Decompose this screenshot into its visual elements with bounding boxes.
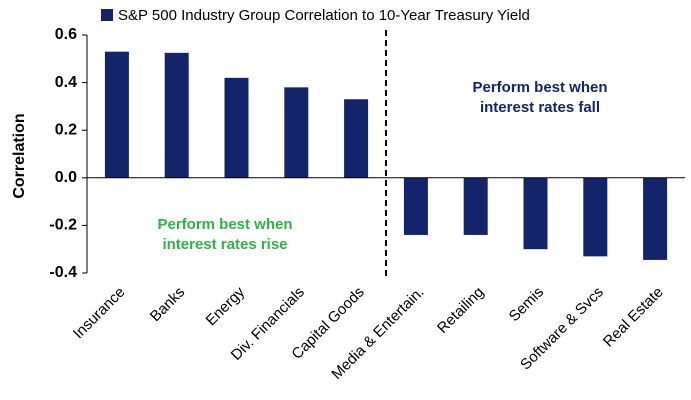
x-tick-label: Energy — [203, 283, 249, 329]
annotation: Perform best when — [472, 79, 607, 96]
bar — [164, 52, 189, 178]
bar — [643, 177, 668, 260]
bar — [344, 99, 369, 178]
bar — [284, 87, 309, 178]
y-tick-label: 0.6 — [55, 26, 77, 43]
annotation: interest rates rise — [162, 236, 287, 253]
bar — [224, 77, 249, 178]
x-tick-label: Real Estate — [600, 284, 667, 351]
y-tick-label: 0.0 — [55, 169, 77, 186]
y-tick-label: -0.4 — [49, 264, 77, 281]
legend-swatch — [101, 9, 113, 21]
x-tick-label: Banks — [147, 284, 189, 326]
bar — [463, 177, 488, 235]
x-tick-label: Retailing — [434, 284, 487, 337]
annotation: Perform best when — [157, 216, 292, 233]
bar — [583, 177, 608, 257]
y-tick-label: 0.4 — [55, 74, 77, 91]
x-tick-label: Semis — [506, 284, 547, 325]
annotation: interest rates fall — [480, 99, 600, 116]
x-tick-label: Insurance — [70, 284, 129, 343]
legend-label: S&P 500 Industry Group Correlation to 10… — [118, 7, 530, 24]
y-tick-label: -0.2 — [49, 217, 77, 234]
bar — [104, 51, 129, 178]
y-axis-label: Correlation — [11, 113, 28, 198]
y-tick-label: 0.2 — [55, 121, 77, 138]
bar — [403, 177, 428, 235]
bar — [523, 177, 548, 250]
